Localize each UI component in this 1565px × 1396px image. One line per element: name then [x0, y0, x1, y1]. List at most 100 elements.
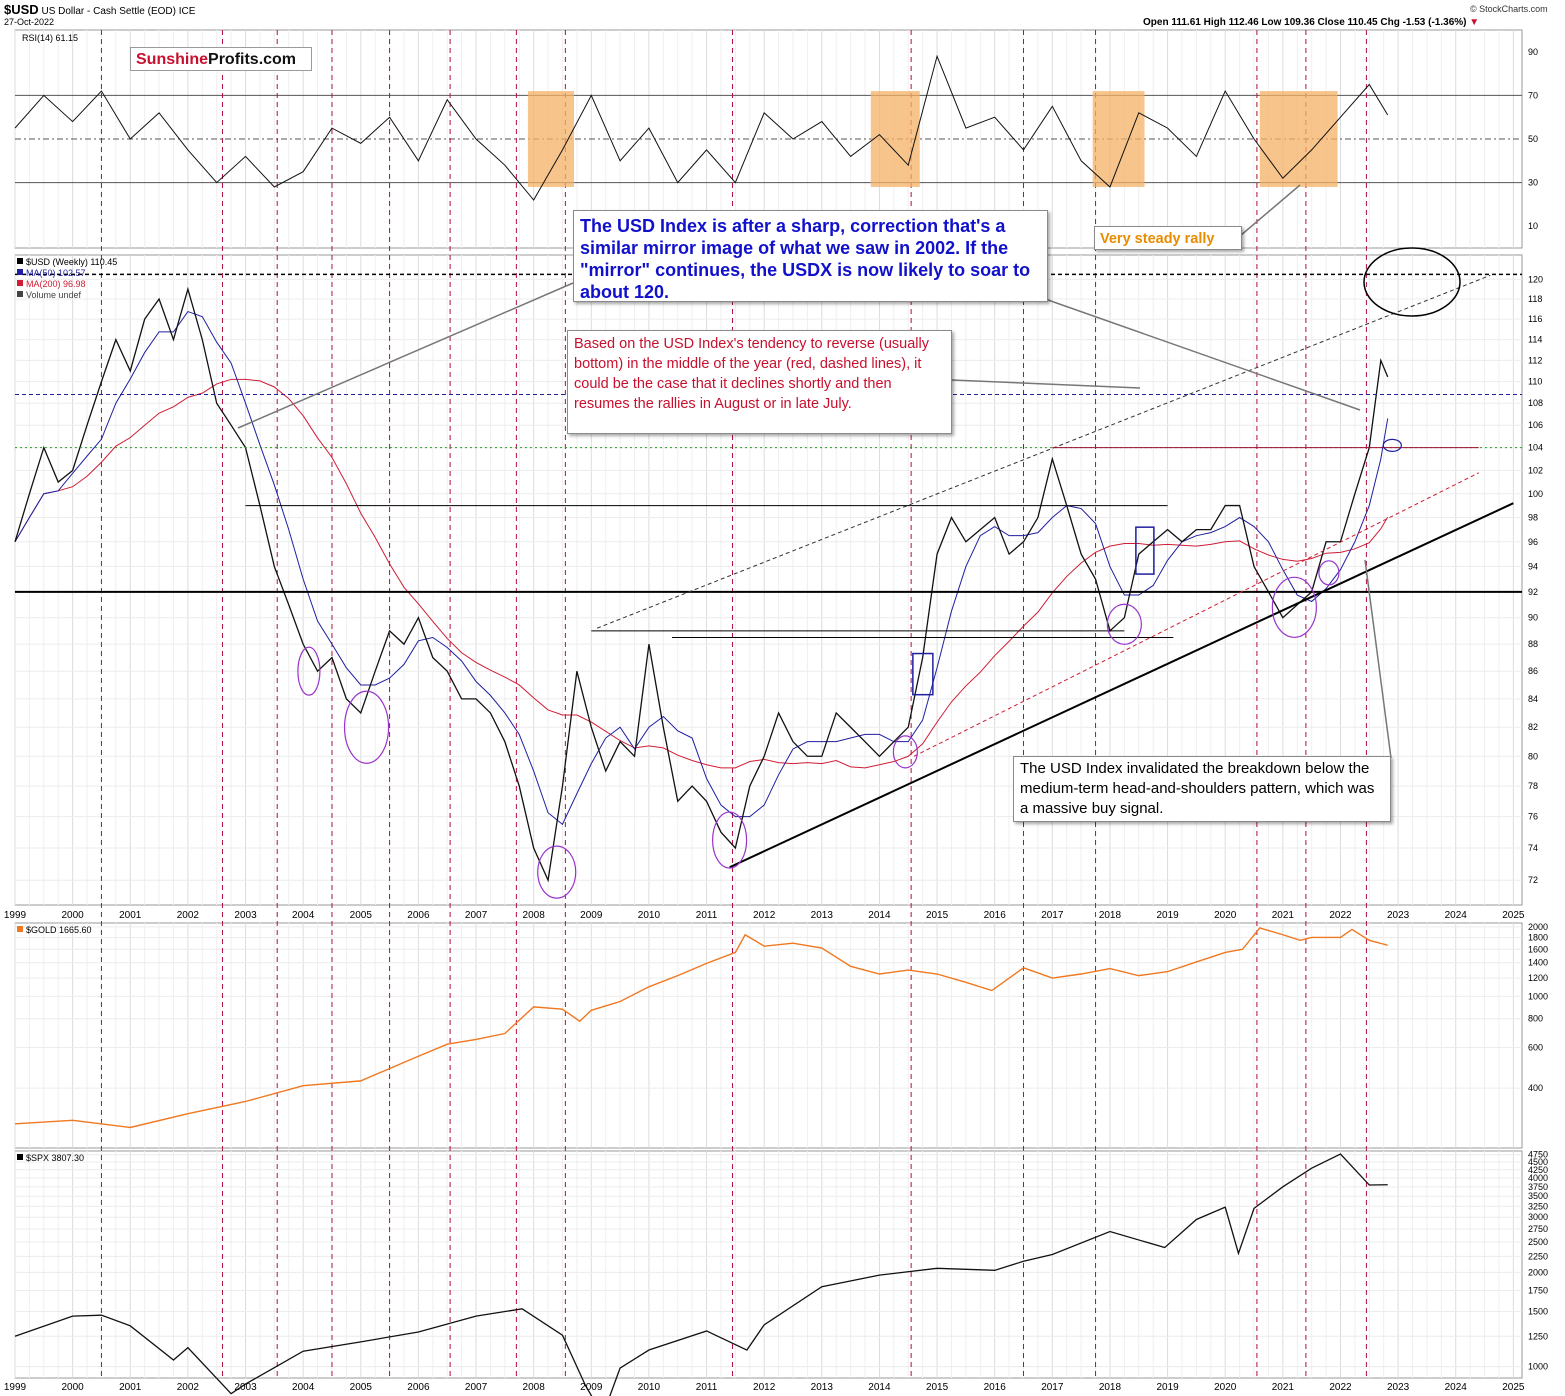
x-tick-label: 2005 [350, 910, 373, 921]
x-tick-label: 2004 [292, 910, 315, 921]
callout-mirror: The USD Index is after a sharp, correcti… [573, 210, 1048, 302]
usd-y-tick: 76 [1528, 812, 1538, 822]
gold-y-tick: 1600 [1528, 944, 1548, 954]
x-tick-label-bottom: 2009 [580, 1382, 603, 1393]
bottom-circle [343, 690, 390, 764]
usd-legend-label: MA(50) 102.57 [26, 268, 86, 278]
x-tick-label: 2010 [638, 910, 661, 921]
breakout-box-2018 [1135, 526, 1155, 575]
usd-legend-swatch [17, 258, 23, 264]
x-tick-label: 2000 [62, 910, 85, 921]
x-tick-label-bottom: 2023 [1387, 1382, 1410, 1393]
callout-seasonal: Based on the USD Index's tendency to rev… [567, 330, 952, 434]
rsi-label: RSI(14) 61.15 [22, 33, 78, 43]
x-tick-label-bottom: 2021 [1272, 1382, 1295, 1393]
spx-y-tick: 1250 [1528, 1331, 1548, 1341]
spx-label: $SPX 3807.30 [26, 1153, 84, 1163]
upper-channel-dashed [596, 274, 1491, 629]
x-tick-label-bottom: 2001 [119, 1382, 142, 1393]
rsi-y-tick: 10 [1528, 221, 1538, 231]
x-tick-label: 2006 [407, 910, 430, 921]
x-tick-label-bottom: 2002 [177, 1382, 200, 1393]
rsi-y-tick: 50 [1528, 134, 1538, 144]
bottom-circle [537, 845, 577, 899]
callout-pointer [1239, 184, 1301, 237]
rsi-line [14, 54, 1389, 201]
x-tick-label-bottom: 2006 [407, 1382, 430, 1393]
rsi-highlight-boxes [527, 91, 1338, 187]
rising-support-trendline [729, 502, 1514, 869]
spx-y-tick: 4000 [1528, 1173, 1548, 1183]
label-layer: 1999 1999 2000 2000 2001 2001 2002 2002 2003 2003… [4, 33, 1525, 1393]
callout-steady-rally: Very steady rally [1094, 226, 1242, 250]
gold-label: $GOLD 1665.60 [26, 925, 92, 935]
chart-date: 27-Oct-2022 [4, 17, 55, 27]
spx-y-tick: 2250 [1528, 1251, 1548, 1261]
gold-y-tick: 800 [1528, 1014, 1543, 1024]
logo-part-profits: Profits.com [208, 51, 297, 68]
usd-y-tick: 74 [1528, 843, 1538, 853]
overlay-layer [15, 184, 1522, 899]
x-tick-label: 2018 [1099, 910, 1122, 921]
rsi-highlight-box [1092, 91, 1145, 187]
rsi-highlight-box [870, 91, 920, 187]
x-tick-label: 1999 [4, 910, 27, 921]
usd-y-tick: 80 [1528, 751, 1538, 761]
x-tick-label-bottom: 2018 [1099, 1382, 1122, 1393]
spx-y-tick: 1750 [1528, 1286, 1548, 1296]
usd-legend-label: Volume undef [26, 290, 82, 300]
x-tick-label: 2025 [1502, 910, 1525, 921]
ohlc-readout: Open 111.61 High 112.46 Low 109.36 Close… [1143, 17, 1479, 28]
change-down-icon: ▼ [1469, 17, 1480, 28]
gold-legend-swatch [17, 926, 23, 932]
spx-line [14, 1153, 1388, 1396]
x-tick-label: 2013 [811, 910, 834, 921]
spx-y-tick: 2500 [1528, 1237, 1548, 1247]
x-tick-label: 2015 [926, 910, 949, 921]
breakout-box-2014 [912, 652, 934, 696]
gold-y-tick: 1400 [1528, 958, 1548, 968]
usd-y-tick: 102 [1528, 465, 1543, 475]
usd-y-tick: 114 [1528, 335, 1542, 345]
usd-y-tick: 92 [1528, 587, 1538, 597]
bottom-circle [297, 646, 321, 696]
bottom-circle [892, 735, 918, 769]
x-tick-label: 2019 [1156, 910, 1179, 921]
spx-y-tick: 2000 [1528, 1267, 1548, 1277]
gold-line [14, 927, 1388, 1129]
usd-y-tick: 86 [1528, 666, 1538, 676]
axis-layer: 10 30 50 70 90 72 74 76 78 80 82 84 86 88 90 92 94 96 98 10… [1528, 47, 1548, 1372]
usd-y-tick: 82 [1528, 722, 1538, 732]
usd-y-tick: 110 [1528, 377, 1542, 387]
x-tick-label-bottom: 2003 [234, 1382, 257, 1393]
usd-legend-label: $USD (Weekly) 110.45 [26, 257, 117, 267]
usd-y-tick: 120 [1528, 274, 1543, 284]
spx-y-tick: 3750 [1528, 1182, 1548, 1192]
spx-y-tick: 3500 [1528, 1191, 1548, 1201]
x-tick-label: 2002 [177, 910, 200, 921]
x-tick-label-bottom: 2017 [1041, 1382, 1064, 1393]
gold-y-tick: 1000 [1528, 991, 1548, 1001]
x-tick-label-bottom: 2008 [523, 1382, 546, 1393]
callout-pointer [1364, 559, 1392, 759]
watermark: © StockCharts.com [1470, 4, 1548, 14]
usd-legend-swatch [17, 280, 23, 286]
symbol: $USD [4, 2, 39, 17]
bottom-circle [1271, 576, 1317, 638]
x-tick-label: 2001 [119, 910, 142, 921]
spx-y-tick: 1000 [1528, 1362, 1548, 1372]
callout-breakdown: The USD Index invalidated the breakdown … [1013, 756, 1391, 822]
callout-pointer [1047, 299, 1361, 411]
spx-y-tick: 4750 [1528, 1150, 1548, 1160]
logo-part-sunshine: Sunshine [136, 51, 209, 68]
usd-legend-swatch [17, 269, 23, 275]
usd-y-tick: 108 [1528, 398, 1543, 408]
usd-y-tick: 94 [1528, 562, 1538, 572]
exchange: ICE [178, 6, 196, 17]
chart-title: $USD US Dollar - Cash Settle (EOD) ICE [4, 2, 195, 17]
x-tick-label: 2024 [1445, 910, 1468, 921]
x-tick-label-bottom: 2007 [465, 1382, 488, 1393]
blue-target-circle [1382, 438, 1402, 452]
gold-y-tick: 400 [1528, 1083, 1543, 1093]
panel-frame-spx [14, 1150, 1523, 1379]
